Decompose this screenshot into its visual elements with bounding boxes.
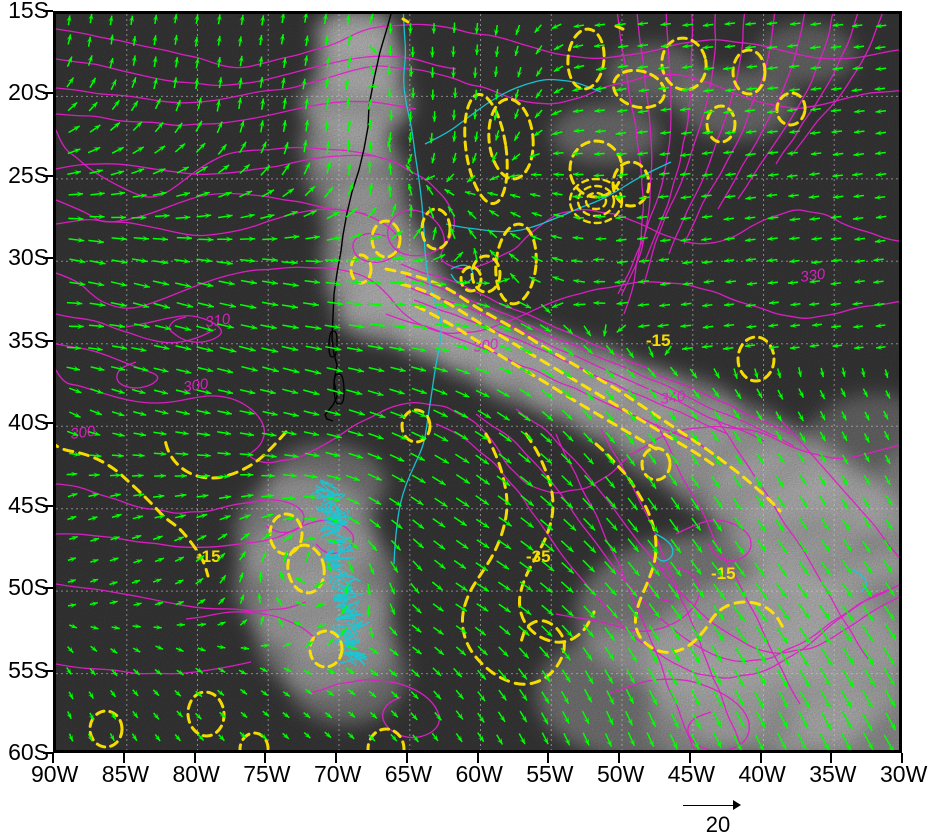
- svg-text:-35: -35: [526, 547, 551, 566]
- svg-text:-15: -15: [196, 547, 221, 566]
- svg-text:340: 340: [659, 388, 687, 408]
